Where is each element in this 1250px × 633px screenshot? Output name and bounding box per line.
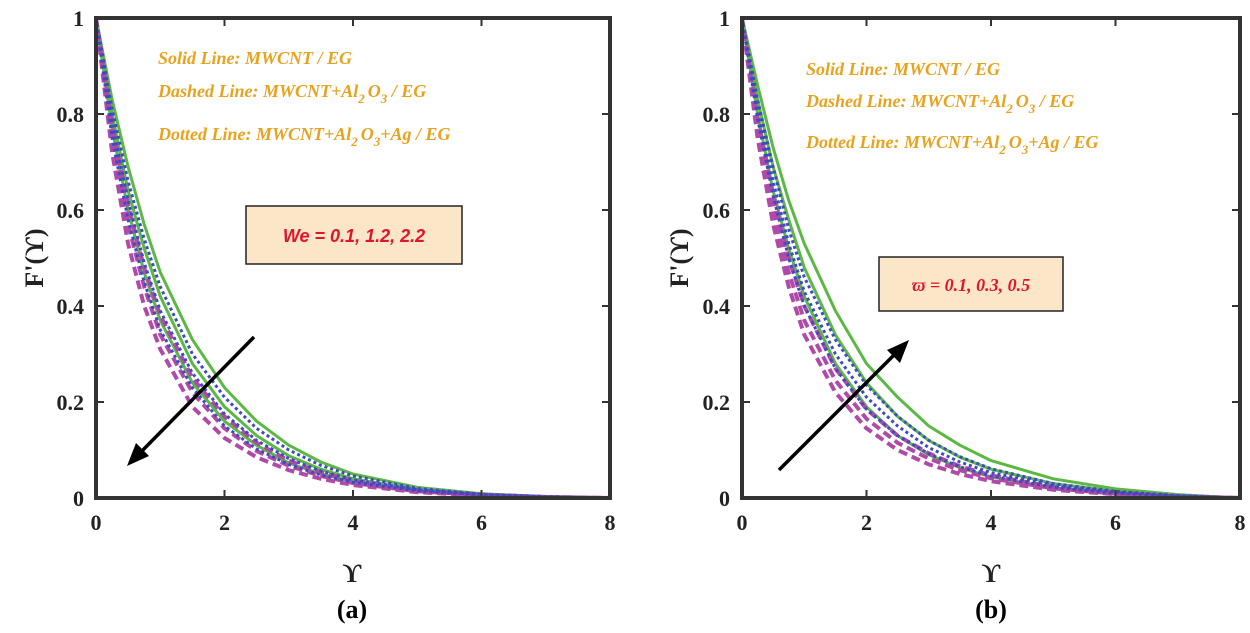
y-tick-label-b: 0.6 (703, 198, 731, 223)
y-tick-label-b: 0.8 (703, 102, 731, 127)
series-line-a-dotted-7 (94, 17, 611, 500)
x-tick-label-b: 2 (861, 510, 872, 535)
series-line-b-dotted-6 (740, 17, 1241, 500)
ticks-a: 0 2 4 6 8 0 0.2 0.4 0.6 0.8 1 (57, 6, 616, 535)
legend-dotted-a: Dotted Line: MWCNT+Al2 O3+Ag / EG (157, 124, 451, 149)
xlabel-b: ϒ (982, 559, 1001, 588)
x-tick-label-a: 6 (476, 510, 487, 535)
y-tick-label-a: 1 (73, 6, 84, 31)
param-box-b: ϖ = 0.1, 0.3, 0.5 (878, 256, 1064, 312)
curves-b (740, 17, 1241, 500)
ylabel-b: F'(ϒ) (665, 228, 694, 287)
x-tick-label-a: 8 (605, 510, 616, 535)
legend-a: Solid Line: MWCNT / EG Dashed Line: MWCN… (157, 48, 451, 149)
legend-dashed-a: Dashed Line: MWCNT+Al2 O3 / EG (157, 81, 426, 106)
y-tick-label-b: 0.2 (703, 390, 731, 415)
series-line-b-solid-2 (740, 17, 1241, 500)
x-tick-label-b: 4 (986, 510, 997, 535)
panel-b: 0 2 4 6 8 0 0.2 0.4 0.6 0.8 1 Solid Line: MWCNT / … (665, 6, 1246, 624)
y-tick-label-b: 1 (719, 6, 730, 31)
y-tick-label-a: 0.6 (57, 198, 85, 223)
x-tick-label-a: 0 (91, 510, 102, 535)
param-box-bg-a (245, 205, 463, 265)
legend-b: Solid Line: MWCNT / EG Dashed Line: MWCN… (805, 59, 1099, 157)
y-tick-label-b: 0 (719, 486, 730, 511)
ylabel-a: F'(ϒ) (20, 228, 49, 287)
panel-label-a: (a) (337, 595, 367, 624)
y-tick-label-a: 0.2 (57, 390, 85, 415)
series-line-b-dashed-4 (740, 17, 1241, 500)
param-text-a: We = 0.1, 1.2, 2.2 (283, 226, 425, 246)
ticks-b: 0 2 4 6 8 0 0.2 0.4 0.6 0.8 1 (703, 6, 1246, 535)
y-tick-label-a: 0 (73, 486, 84, 511)
x-tick-label-b: 6 (1110, 510, 1121, 535)
series-line-a-dotted-8 (94, 17, 611, 500)
curves-a (94, 17, 611, 500)
xlabel-a: ϒ (343, 559, 362, 588)
panel-label-b: (b) (975, 595, 1007, 624)
y-tick-label-b: 0.4 (703, 294, 731, 319)
legend-solid-b: Solid Line: MWCNT / EG (806, 59, 1000, 79)
legend-solid-a: Solid Line: MWCNT / EG (158, 48, 352, 68)
legend-dotted-b: Dotted Line: MWCNT+Al2 O3+Ag / EG (805, 132, 1099, 157)
param-text-b: ϖ = 0.1, 0.3, 0.5 (912, 275, 1030, 295)
param-box-a: We = 0.1, 1.2, 2.2 (245, 205, 463, 265)
y-tick-label-a: 0.4 (57, 294, 85, 319)
x-tick-label-b: 0 (737, 510, 748, 535)
series-line-b-dotted-8 (740, 17, 1241, 500)
x-tick-label-b: 8 (1235, 510, 1246, 535)
legend-dashed-b: Dashed Line: MWCNT+Al2 O3 / EG (805, 91, 1074, 116)
x-tick-label-a: 2 (219, 510, 230, 535)
panel-a: 0 2 4 6 8 0 0.2 0.4 0.6 0.8 1 Solid Line: MWCNT / … (20, 6, 616, 624)
y-tick-label-a: 0.8 (57, 102, 85, 127)
trend-arrow-b (777, 340, 909, 472)
trend-arrow-a (127, 335, 256, 466)
x-tick-label-a: 4 (348, 510, 359, 535)
param-box-bg-b (878, 256, 1064, 312)
